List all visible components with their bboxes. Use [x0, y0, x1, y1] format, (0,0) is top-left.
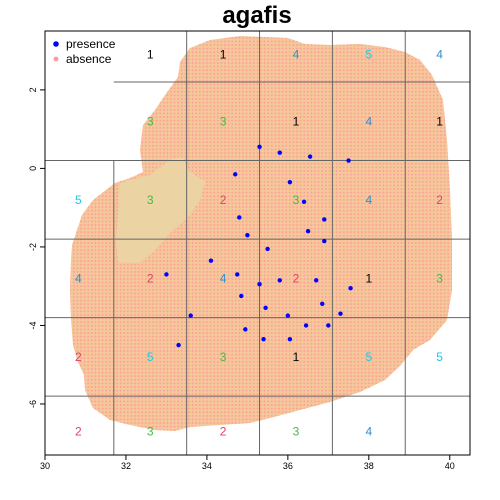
x-tick-label: 40	[445, 461, 455, 471]
fold-label: 1	[147, 48, 154, 62]
x-tick-label: 38	[364, 461, 374, 471]
presence-point	[164, 272, 169, 277]
fold-label: 4	[365, 424, 372, 438]
fold-label: 4	[365, 193, 372, 207]
fold-label: 4	[220, 271, 227, 285]
presence-point	[303, 323, 309, 328]
fold-label: 5	[75, 193, 82, 207]
fold-label: 5	[436, 350, 443, 364]
fold-label: 3	[220, 114, 227, 128]
fold-label: 3	[220, 350, 227, 364]
presence-point	[257, 282, 262, 287]
fold-label: 4	[293, 48, 300, 62]
presence-point	[277, 150, 282, 155]
fold-label: 1	[220, 48, 227, 62]
fold-label: 2	[220, 424, 227, 438]
chart-title: agafis	[222, 2, 291, 29]
fold-label: 1	[436, 114, 443, 128]
presence-point	[346, 158, 351, 163]
x-tick-label: 30	[40, 461, 50, 471]
presence-point	[208, 258, 214, 263]
fold-label: 5	[147, 350, 154, 364]
presence-point	[313, 278, 319, 283]
fold-label: 3	[147, 193, 154, 207]
fold-label: 3	[436, 271, 443, 285]
fold-label: 2	[75, 350, 82, 364]
presence-point	[307, 154, 313, 159]
x-tick-label: 36	[283, 461, 293, 471]
presence-point	[245, 232, 250, 238]
presence-point	[237, 215, 242, 220]
y-tick-label: 2	[28, 87, 38, 92]
presence-point	[287, 336, 293, 342]
spatial-blocks	[45, 31, 470, 455]
presence-point	[277, 278, 282, 283]
fold-label: 3	[293, 424, 300, 438]
study-region	[70, 36, 452, 431]
presence-point	[338, 311, 343, 316]
presence-point	[176, 342, 181, 348]
legend-absence-label: absence	[66, 52, 112, 66]
fold-label: 1	[293, 114, 300, 128]
fold-label: 4	[436, 48, 443, 62]
fold-label: 3	[147, 114, 154, 128]
y-axis: 2 0 -2 -4 -6	[28, 87, 45, 408]
y-tick-label: -6	[28, 400, 38, 408]
fold-label: 2	[75, 424, 82, 438]
fold-label: 3	[293, 193, 300, 207]
presence-point	[287, 179, 293, 185]
fold-label: 1	[293, 350, 300, 364]
fold-label: 1	[365, 271, 372, 285]
presence-point	[235, 272, 240, 277]
presence-point	[322, 217, 327, 222]
legend-presence-marker	[53, 41, 59, 47]
presence-point	[188, 313, 193, 318]
presence-point	[233, 172, 238, 177]
y-tick-label: -2	[28, 243, 38, 251]
presence-point	[265, 246, 270, 252]
fold-label: 4	[365, 114, 372, 128]
presence-point	[305, 229, 311, 234]
absence-points	[70, 36, 452, 431]
fold-label: 2	[147, 271, 154, 285]
fold-labels: 1 1 4 5 4 3 3 1 4 1 5 3 2 3 4 2 4 2 4 2 1 3 2 5 3 1 5 5 2 3 2 3 4	[75, 48, 443, 439]
y-tick-label: 0	[28, 166, 38, 171]
presence-points	[164, 144, 353, 348]
fold-label: 3	[147, 424, 154, 438]
presence-point	[257, 144, 262, 150]
presence-point	[348, 285, 353, 291]
presence-point	[239, 293, 244, 299]
fold-label: 4	[75, 271, 82, 285]
presence-point	[263, 305, 268, 310]
presence-point	[322, 238, 327, 244]
legend-absence-marker	[53, 56, 59, 62]
presence-point	[326, 323, 331, 328]
x-tick-label: 34	[202, 461, 212, 471]
fold-label: 5	[365, 48, 372, 62]
x-tick-label: 32	[121, 461, 131, 471]
x-axis: 30 32 34 36 38 40	[40, 455, 455, 471]
fold-label: 2	[293, 271, 300, 285]
presence-point	[285, 313, 291, 318]
fold-label: 2	[436, 193, 443, 207]
presence-point	[243, 327, 248, 332]
legend: presence absence	[53, 37, 116, 66]
presence-point	[261, 336, 266, 342]
fold-label: 2	[220, 193, 227, 207]
presence-point	[320, 301, 325, 307]
lake-area	[116, 157, 205, 263]
y-tick-label: -4	[28, 321, 38, 329]
presence-point	[301, 199, 307, 204]
legend-presence-label: presence	[66, 37, 116, 51]
fold-label: 5	[365, 350, 372, 364]
plot-frame	[44, 30, 471, 456]
